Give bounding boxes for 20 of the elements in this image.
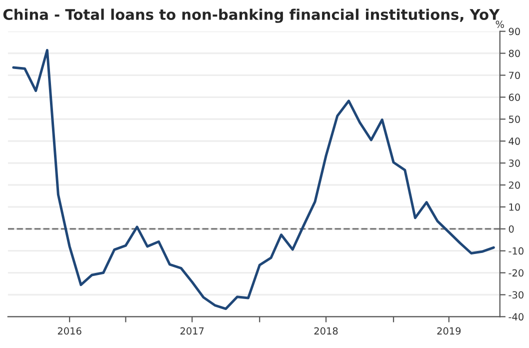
y-tick-label: 50 — [508, 116, 520, 123]
y-tick-label: 30 — [508, 160, 520, 167]
y-tick-label: 20 — [508, 181, 520, 189]
y-tick-label: -40 — [508, 313, 524, 321]
y-tick-label: 0 — [508, 225, 514, 233]
y-tick-label: 40 — [508, 138, 520, 145]
y-tick-label: -30 — [508, 291, 524, 299]
y-tick-label: -10 — [508, 247, 524, 255]
line-series — [12, 48, 495, 310]
y-tick-label: 60 — [508, 94, 520, 102]
y-tick-label: 10 — [509, 203, 520, 211]
x-tick-label: 2018 — [314, 327, 338, 335]
y-axis-title: % — [496, 20, 504, 28]
x-tick-label: 2016 — [58, 327, 82, 335]
y-tick-label: 70 — [509, 72, 520, 80]
y-tick-label: 80 — [508, 50, 520, 58]
x-tick-label: 2019 — [437, 327, 461, 335]
y-tick-label: -20 — [508, 269, 524, 277]
y-tick-label: 90 — [508, 28, 520, 36]
x-tick-label: 2017 — [180, 327, 204, 335]
